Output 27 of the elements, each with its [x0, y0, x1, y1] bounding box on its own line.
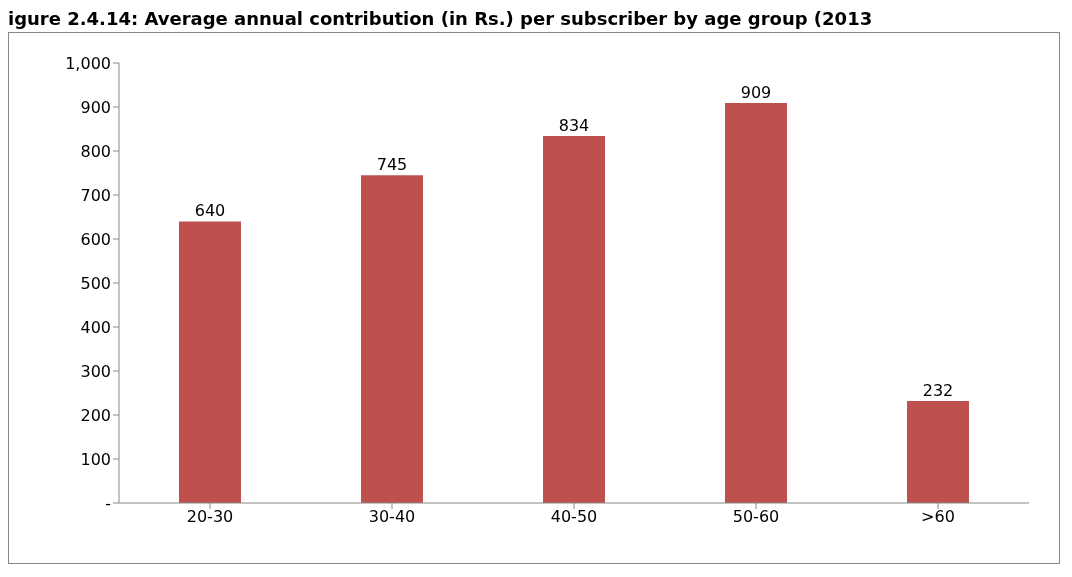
y-tick-label: 400 [80, 317, 111, 337]
bar [907, 400, 969, 503]
data-label: 834 [558, 116, 590, 136]
bar [179, 221, 241, 503]
y-tick-label: 800 [80, 141, 111, 161]
y-tick-label: 100 [80, 449, 111, 469]
x-tick-label: 40-50 [550, 507, 598, 527]
x-tick-label: >60 [921, 507, 955, 527]
data-label: 745 [376, 155, 408, 175]
bar [543, 136, 605, 503]
y-tick-label: 500 [80, 273, 111, 293]
x-tick-label: 20-30 [186, 507, 234, 527]
x-tick-label: 30-40 [368, 507, 416, 527]
data-label: 232 [922, 380, 954, 400]
y-tick-label: 700 [80, 185, 111, 205]
y-tick-label: 200 [80, 405, 111, 425]
chart-title: igure 2.4.14: Average annual contribution (in Rs.) per subscriber by age group (2013 [8, 8, 874, 31]
y-tick-label: 600 [80, 229, 111, 249]
bar [725, 103, 787, 503]
y-tick-label: 900 [80, 97, 111, 117]
y-tick-label: - [105, 493, 111, 513]
data-label: 909 [740, 83, 772, 103]
y-tick-label: 1,000 [65, 53, 111, 73]
data-label: 640 [194, 201, 226, 221]
x-tick-label: 50-60 [732, 507, 780, 527]
y-tick-label: 300 [80, 361, 111, 381]
bar [361, 175, 423, 503]
